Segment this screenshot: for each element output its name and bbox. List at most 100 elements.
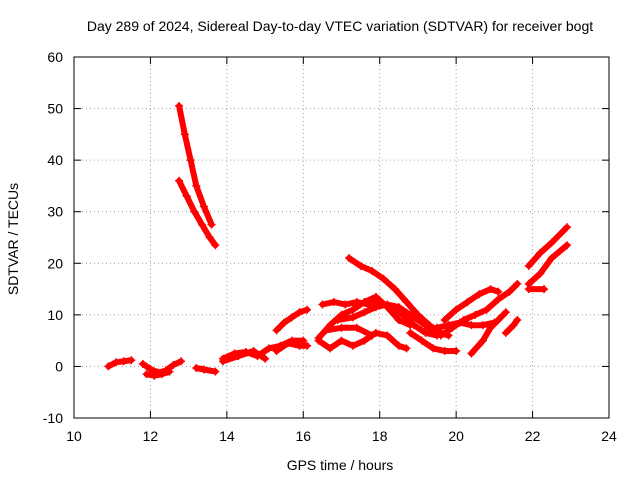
- data-point-marker: [436, 331, 445, 340]
- y-axis-title: SDTVAR / TECUs: [5, 183, 21, 295]
- data-point-marker: [417, 318, 426, 327]
- data-point-marker: [452, 305, 461, 314]
- data-point-marker: [452, 346, 461, 355]
- data-point-marker: [513, 279, 522, 288]
- data-point-marker: [494, 287, 503, 296]
- data-point-marker: [562, 223, 571, 232]
- data-point-marker: [295, 308, 304, 317]
- data-point-marker: [192, 181, 201, 190]
- data-point-marker: [478, 321, 487, 330]
- series-line: [468, 309, 509, 357]
- data-point-marker: [219, 357, 228, 366]
- data-point-marker: [562, 241, 571, 250]
- data-point-marker: [146, 365, 155, 374]
- data-point-marker: [486, 285, 495, 294]
- data-point-marker: [280, 318, 289, 327]
- data-point-marker: [475, 290, 484, 299]
- data-point-marker: [211, 367, 220, 376]
- data-point-marker: [360, 308, 369, 317]
- data-point-marker: [182, 192, 191, 201]
- data-point-marker: [329, 297, 338, 306]
- series-arc-5: [175, 101, 216, 229]
- data-point-marker: [287, 313, 296, 322]
- y-tick-label: -10: [43, 410, 63, 426]
- data-point-marker: [394, 341, 403, 350]
- axis-ticks: [73, 56, 610, 419]
- data-point-marker: [383, 300, 392, 309]
- data-point-marker: [383, 331, 392, 340]
- series-line: [525, 224, 570, 269]
- series-line: [273, 340, 311, 354]
- series-arc-20: [440, 285, 503, 325]
- series-arc-21: [467, 308, 510, 358]
- data-point-marker: [368, 331, 377, 340]
- y-tick-label: 30: [47, 204, 63, 220]
- y-tick-label: 0: [55, 358, 63, 374]
- x-tick-label: 16: [295, 428, 311, 444]
- data-point-marker: [326, 344, 335, 353]
- series-line: [176, 103, 215, 228]
- data-point-marker: [314, 336, 323, 345]
- data-point-marker: [198, 220, 207, 229]
- series-arc-13: [314, 292, 415, 343]
- series-arc-1: [104, 356, 136, 371]
- data-point-marker: [505, 287, 514, 296]
- x-tick-label: 12: [143, 428, 159, 444]
- data-point-marker: [429, 344, 438, 353]
- data-point-marker: [345, 254, 354, 263]
- data-point-marker: [169, 360, 178, 369]
- data-point-marker: [501, 308, 510, 317]
- series-arc-22: [501, 316, 522, 337]
- data-point-marker: [177, 357, 185, 366]
- data-point-marker: [391, 285, 399, 294]
- x-tick-label: 22: [525, 428, 541, 444]
- data-point-marker: [284, 339, 292, 348]
- data-point-marker: [406, 321, 415, 330]
- data-point-marker: [536, 248, 545, 257]
- series-arc-3: [142, 367, 174, 380]
- data-point-marker: [494, 316, 503, 325]
- y-tick-label: 10: [47, 307, 63, 323]
- data-point-marker: [513, 316, 522, 325]
- data-point-marker: [501, 328, 510, 337]
- series-line: [437, 280, 521, 339]
- series-arc-14: [314, 328, 411, 353]
- y-tick-label: 50: [47, 101, 63, 117]
- data-point-marker: [175, 176, 184, 185]
- data-point-marker: [379, 274, 388, 283]
- data-point-marker: [406, 310, 415, 319]
- data-point-marker: [360, 336, 369, 345]
- data-point-marker: [186, 156, 195, 165]
- series-line: [143, 368, 173, 379]
- data-point-marker: [402, 344, 411, 353]
- data-point-marker: [112, 358, 121, 367]
- data-point-marker: [318, 300, 327, 309]
- data-point-marker: [406, 328, 415, 337]
- series-arc-8: [219, 346, 270, 366]
- series-arc-16: [322, 323, 377, 340]
- data-point-marker: [142, 370, 151, 379]
- series-arc-23: [524, 223, 571, 270]
- data-point-marker: [337, 323, 346, 332]
- series-line: [220, 348, 269, 365]
- x-tick-label: 18: [372, 428, 388, 444]
- y-tick-label: 40: [47, 152, 63, 168]
- data-point-marker: [192, 363, 201, 372]
- series-arc-10: [272, 305, 312, 335]
- series-line: [502, 317, 521, 336]
- data-point-marker: [261, 354, 270, 363]
- data-point-marker: [157, 370, 166, 379]
- series-arc-17: [406, 328, 461, 355]
- data-point-marker: [190, 207, 199, 216]
- data-point-marker: [234, 352, 243, 361]
- data-point-marker: [348, 305, 357, 314]
- data-point-marker: [547, 254, 556, 263]
- series-arc-6: [175, 176, 220, 250]
- grid: [74, 57, 609, 418]
- data-point-marker: [509, 321, 518, 330]
- data-point-marker: [264, 344, 273, 353]
- data-point-marker: [524, 261, 533, 270]
- x-tick-label: 14: [219, 428, 235, 444]
- data-point-marker: [199, 365, 208, 374]
